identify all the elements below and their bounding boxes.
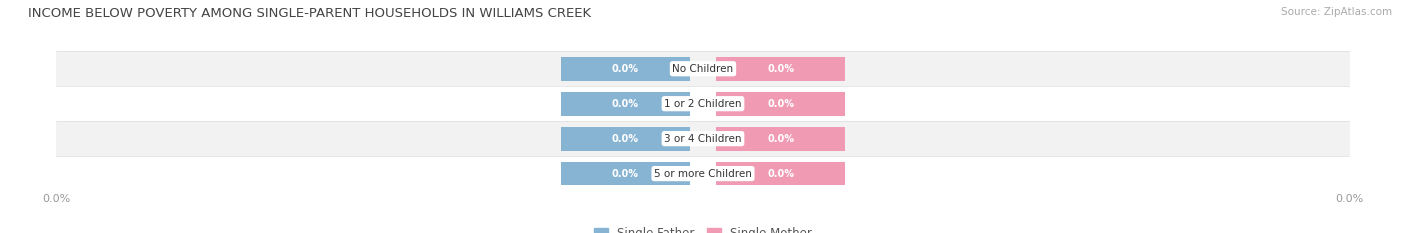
Text: Source: ZipAtlas.com: Source: ZipAtlas.com	[1281, 7, 1392, 17]
Text: 0.0%: 0.0%	[768, 169, 794, 178]
Bar	[561, 162, 690, 185]
Text: 0.0%: 0.0%	[612, 169, 638, 178]
Text: 3 or 4 Children: 3 or 4 Children	[664, 134, 742, 144]
Bar	[561, 92, 690, 116]
Text: 0.0%: 0.0%	[768, 134, 794, 144]
Text: 0.0%: 0.0%	[768, 99, 794, 109]
Bar	[716, 57, 845, 81]
Bar	[716, 127, 845, 151]
Bar	[56, 51, 1350, 86]
Text: 1 or 2 Children: 1 or 2 Children	[664, 99, 742, 109]
Bar	[716, 92, 845, 116]
Text: 0.0%: 0.0%	[612, 134, 638, 144]
Legend: Single Father, Single Mother: Single Father, Single Mother	[589, 222, 817, 233]
Bar	[56, 121, 1350, 156]
Text: No Children: No Children	[672, 64, 734, 74]
Bar	[561, 57, 690, 81]
Text: 5 or more Children: 5 or more Children	[654, 169, 752, 178]
Bar	[716, 162, 845, 185]
Text: 0.0%: 0.0%	[768, 64, 794, 74]
Text: INCOME BELOW POVERTY AMONG SINGLE-PARENT HOUSEHOLDS IN WILLIAMS CREEK: INCOME BELOW POVERTY AMONG SINGLE-PARENT…	[28, 7, 592, 20]
Bar	[561, 127, 690, 151]
Bar	[56, 86, 1350, 121]
Text: 0.0%: 0.0%	[612, 99, 638, 109]
Text: 0.0%: 0.0%	[612, 64, 638, 74]
Bar	[56, 156, 1350, 191]
